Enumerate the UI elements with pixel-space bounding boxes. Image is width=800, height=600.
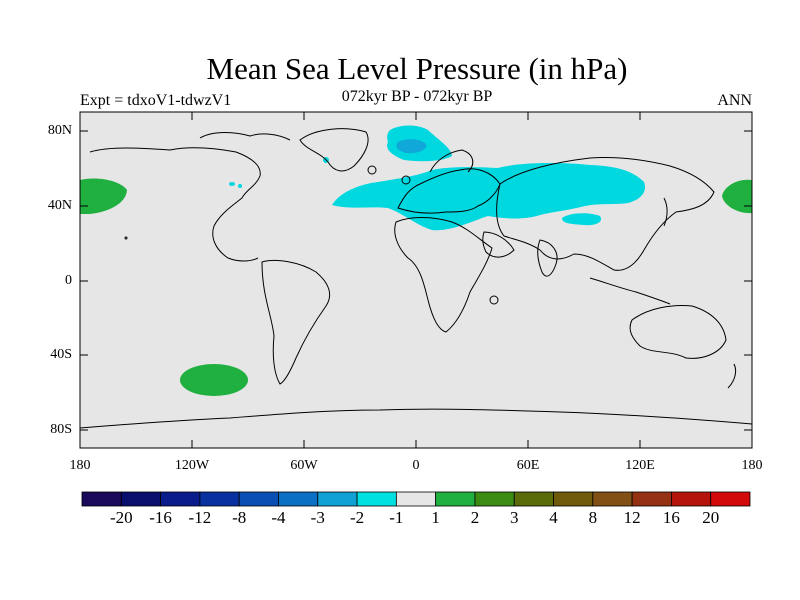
coastline-antarctica [79,408,753,429]
colorbar-label: -1 [389,508,404,527]
colorbar-label: -12 [188,508,212,527]
colorbar-label: 3 [509,508,519,527]
colorbar-swatch [435,491,476,507]
tick-marks [79,112,753,448]
coastline-arabia [482,231,515,258]
coastline-india [537,239,558,277]
xtick-label-180e: 180 [741,458,763,473]
colorbar-swatch [592,491,633,507]
colorbar [81,491,751,507]
anomaly-region-arctic-core [396,139,427,154]
ytick-label-40n: 40N [47,198,72,213]
coastline-africa [394,217,493,333]
coastline-north-america [89,147,261,262]
colorbar-swatch [631,491,672,507]
coastline-hawaii [124,236,128,240]
coastline-south-america [261,259,331,385]
colorbar-label: 20 [702,508,720,527]
coastline-iceland [367,165,377,175]
coastline-new-zealand [727,363,737,389]
period-label: 072kyr BP - 072kyr BP [341,88,493,105]
colorbar-swatch [474,491,515,507]
colorbar-label: 2 [470,508,480,527]
ytick-label-80n: 80N [47,123,72,138]
anomaly-region-north-pacific-west [80,178,127,214]
colorbar-label: 12 [623,508,641,527]
colorbar-swatch [199,491,240,507]
coastline-asia [496,156,715,271]
coastline-scandinavia [429,149,474,173]
ytick-label-0: 0 [65,273,72,288]
colorbar-label: -8 [232,508,247,527]
colorbar-label: -20 [109,508,133,527]
page-title: Mean Sea Level Pressure (in hPa) [206,51,628,86]
xtick-label-120w: 120W [174,458,210,473]
ytick-label-80s: 80S [50,422,72,437]
anomaly-region-central-asia [562,213,602,226]
colorbar-label: -3 [310,508,325,527]
coastline-greenland [299,128,369,172]
colorbar-label: -2 [349,508,365,527]
colorbar-swatch [278,491,319,507]
coastline-indonesia [589,277,671,305]
coastline-uk [401,175,411,185]
colorbar-swatch [238,491,279,507]
colorbar-swatch [513,491,554,507]
anomaly-region-north-pacific-east [722,179,752,214]
coastline-australia [629,305,727,359]
xtick-label-60e: 60E [516,458,540,473]
colorbar-label: 1 [431,508,440,527]
anomaly-spot-2 [229,182,235,186]
colorbar-label: 4 [549,508,558,527]
colorbar-swatch [120,491,161,507]
colorbar-swatch [553,491,594,507]
colorbar-label: 8 [588,508,598,527]
anomaly-region-south-pacific [180,364,248,396]
colorbar-swatch [356,491,397,507]
coastline-madagascar [489,295,499,305]
anomaly-spot-3 [238,184,242,188]
season-label: ANN [717,92,752,109]
colorbar-swatch [317,491,358,507]
colorbar-swatch [160,491,201,507]
colorbar-label: -4 [271,508,286,527]
xtick-label-120e: 120E [625,458,655,473]
xtick-label-60w: 60W [290,458,318,473]
colorbar-swatch [81,491,122,507]
ytick-label-40s: 40S [50,347,72,362]
xtick-label-180w: 180 [69,458,91,473]
colorbar-swatch [395,491,437,507]
experiment-label: Expt = tdxoV1-tdwzV1 [80,92,232,109]
colorbar-swatch [671,491,712,507]
coastline-japan [663,197,668,227]
colorbar-label: 16 [662,508,680,527]
colorbar-swatch [710,491,751,507]
colorbar-label: -16 [149,508,172,527]
xtick-label-0: 0 [412,458,420,473]
coastline-arctic-islands [199,132,291,141]
coastlines [79,128,753,429]
